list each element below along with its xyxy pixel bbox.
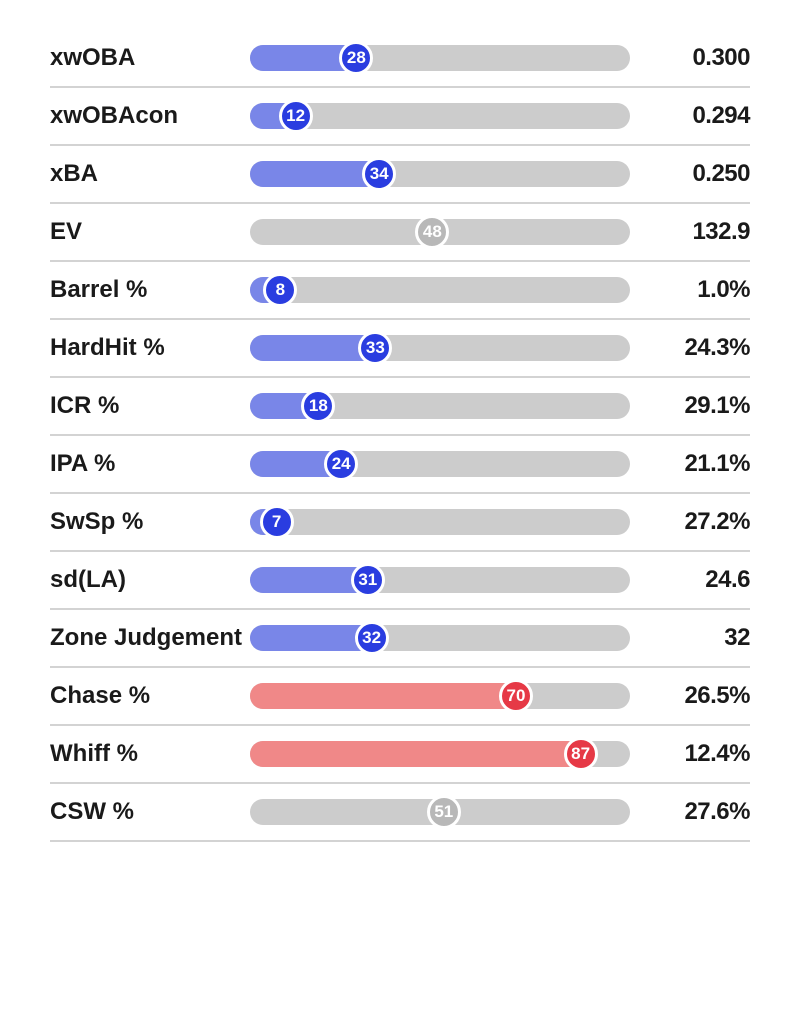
stat-label: EV <box>50 218 250 246</box>
stat-value: 27.6% <box>645 798 750 826</box>
stat-row: EV48132.9 <box>50 204 750 262</box>
stat-label: xwOBA <box>50 44 250 72</box>
stat-value: 21.1% <box>645 450 750 478</box>
percentile-bar: 18 <box>250 393 630 419</box>
stat-label: Barrel % <box>50 276 250 304</box>
percentile-marker: 48 <box>415 215 449 249</box>
stat-row: ICR %1829.1% <box>50 378 750 436</box>
stat-row: CSW %5127.6% <box>50 784 750 842</box>
stat-row: xBA340.250 <box>50 146 750 204</box>
percentile-bar: 34 <box>250 161 630 187</box>
percentile-marker: 32 <box>355 621 389 655</box>
percentile-marker: 7 <box>260 505 294 539</box>
percentile-bar-fill <box>250 335 375 361</box>
stat-value: 0.294 <box>645 102 750 130</box>
stat-label: IPA % <box>50 450 250 478</box>
stat-value: 0.300 <box>645 44 750 72</box>
stat-label: Whiff % <box>50 740 250 768</box>
percentile-bar: 70 <box>250 683 630 709</box>
percentile-bar: 7 <box>250 509 630 535</box>
stat-row: Whiff %8712.4% <box>50 726 750 784</box>
stat-label: Zone Judgement <box>50 624 250 652</box>
stat-value: 27.2% <box>645 508 750 536</box>
percentile-bar: 8 <box>250 277 630 303</box>
stat-row: SwSp %727.2% <box>50 494 750 552</box>
stat-label: Chase % <box>50 682 250 710</box>
stat-row: xwOBA280.300 <box>50 30 750 88</box>
stat-value: 26.5% <box>645 682 750 710</box>
stat-label: SwSp % <box>50 508 250 536</box>
percentile-marker: 8 <box>263 273 297 307</box>
stat-value: 24.3% <box>645 334 750 362</box>
stat-label: ICR % <box>50 392 250 420</box>
percentile-marker: 33 <box>358 331 392 365</box>
stat-label: sd(LA) <box>50 566 250 594</box>
stat-value: 0.250 <box>645 160 750 188</box>
percentile-marker: 51 <box>427 795 461 829</box>
stat-value: 24.6 <box>645 566 750 594</box>
stat-value: 12.4% <box>645 740 750 768</box>
stat-row: xwOBAcon120.294 <box>50 88 750 146</box>
stat-value: 1.0% <box>645 276 750 304</box>
stat-label: HardHit % <box>50 334 250 362</box>
percentile-marker: 18 <box>301 389 335 423</box>
percentile-marker: 12 <box>279 99 313 133</box>
percentile-bar: 24 <box>250 451 630 477</box>
percentile-marker: 70 <box>499 679 533 713</box>
stat-row: sd(LA)3124.6 <box>50 552 750 610</box>
percentile-bar: 48 <box>250 219 630 245</box>
stat-label: xBA <box>50 160 250 188</box>
stat-row: Chase %7026.5% <box>50 668 750 726</box>
percentile-bar-fill <box>250 741 581 767</box>
percentile-marker: 87 <box>564 737 598 771</box>
stat-row: HardHit %3324.3% <box>50 320 750 378</box>
percentile-bar: 51 <box>250 799 630 825</box>
percentile-marker: 24 <box>324 447 358 481</box>
stat-value: 29.1% <box>645 392 750 420</box>
percentile-bar-fill <box>250 161 379 187</box>
percentile-bar: 87 <box>250 741 630 767</box>
stat-value: 32 <box>645 624 750 652</box>
percentile-bar: 31 <box>250 567 630 593</box>
percentile-bar: 12 <box>250 103 630 129</box>
percentile-bar-fill <box>250 683 516 709</box>
percentile-bar: 33 <box>250 335 630 361</box>
stat-label: xwOBAcon <box>50 102 250 130</box>
percentile-marker: 28 <box>339 41 373 75</box>
stat-label: CSW % <box>50 798 250 826</box>
stat-row: Zone Judgement3232 <box>50 610 750 668</box>
stat-row: Barrel %81.0% <box>50 262 750 320</box>
percentile-marker: 34 <box>362 157 396 191</box>
stat-row: IPA %2421.1% <box>50 436 750 494</box>
percentile-bar: 28 <box>250 45 630 71</box>
percentile-marker: 31 <box>351 563 385 597</box>
stat-value: 132.9 <box>645 218 750 246</box>
percentile-bar-fill <box>250 625 372 651</box>
percentile-bar: 32 <box>250 625 630 651</box>
stats-list: xwOBA280.300xwOBAcon120.294xBA340.250EV4… <box>50 30 750 842</box>
